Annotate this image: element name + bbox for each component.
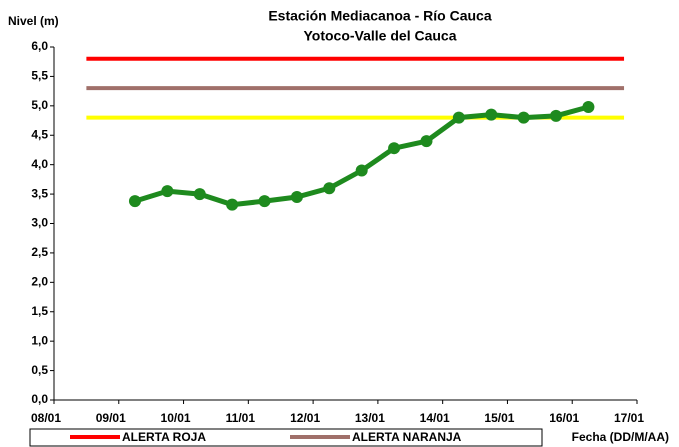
- point: [550, 109, 563, 122]
- point: [290, 191, 303, 204]
- point: [258, 195, 271, 208]
- y-tick-label: 4,5: [31, 127, 48, 141]
- point: [388, 142, 401, 155]
- x-tick-label: 08/01: [31, 411, 61, 425]
- point: [128, 195, 141, 208]
- x-tick-label: 10/01: [161, 411, 191, 425]
- point: [161, 185, 174, 198]
- y-tick-label: 3,5: [31, 186, 48, 200]
- x-tick-label: 15/01: [484, 411, 514, 425]
- x-tick-label: 12/01: [290, 411, 320, 425]
- y-tick-label: 0,5: [31, 363, 48, 377]
- y-tick-label: 0,0: [31, 392, 48, 406]
- y-tick-label: 1,0: [31, 333, 48, 347]
- point: [355, 164, 368, 177]
- x-tick-label: 09/01: [96, 411, 126, 425]
- x-tick-label: 14/01: [420, 411, 450, 425]
- y-tick-label: 1,5: [31, 304, 48, 318]
- point: [582, 101, 595, 114]
- chart-subtitle: Yotoco-Valle del Cauca: [303, 28, 456, 44]
- point: [485, 108, 498, 121]
- chart-title: Estación Mediacanoa - Río Cauca: [268, 8, 491, 24]
- x-tick-label: 11/01: [226, 411, 256, 425]
- legend-label: ALERTA ROJA: [122, 430, 206, 444]
- point: [517, 111, 530, 124]
- y-tick-label: 2,5: [31, 245, 48, 259]
- y-tick-label: 5,5: [31, 69, 48, 83]
- x-tick-label: 17/01: [614, 411, 644, 425]
- point: [323, 182, 336, 195]
- x-tick-label: 16/01: [549, 411, 579, 425]
- point: [452, 111, 465, 124]
- x-axis-label: Fecha (DD/M/AA): [572, 430, 669, 444]
- y-tick-label: 5,0: [31, 98, 48, 112]
- legend-box: [29, 428, 543, 447]
- y-tick-label: 6,0: [31, 39, 48, 53]
- y-tick-label: 3,0: [31, 216, 48, 230]
- point: [420, 135, 433, 148]
- x-tick-label: 13/01: [355, 411, 385, 425]
- y-axis-label: Nivel (m): [8, 14, 59, 28]
- y-tick-label: 4,0: [31, 157, 48, 171]
- legend-label: ALERTA NARANJA: [352, 430, 462, 444]
- point: [193, 188, 206, 201]
- point: [226, 198, 239, 211]
- y-tick-label: 2,0: [31, 275, 48, 289]
